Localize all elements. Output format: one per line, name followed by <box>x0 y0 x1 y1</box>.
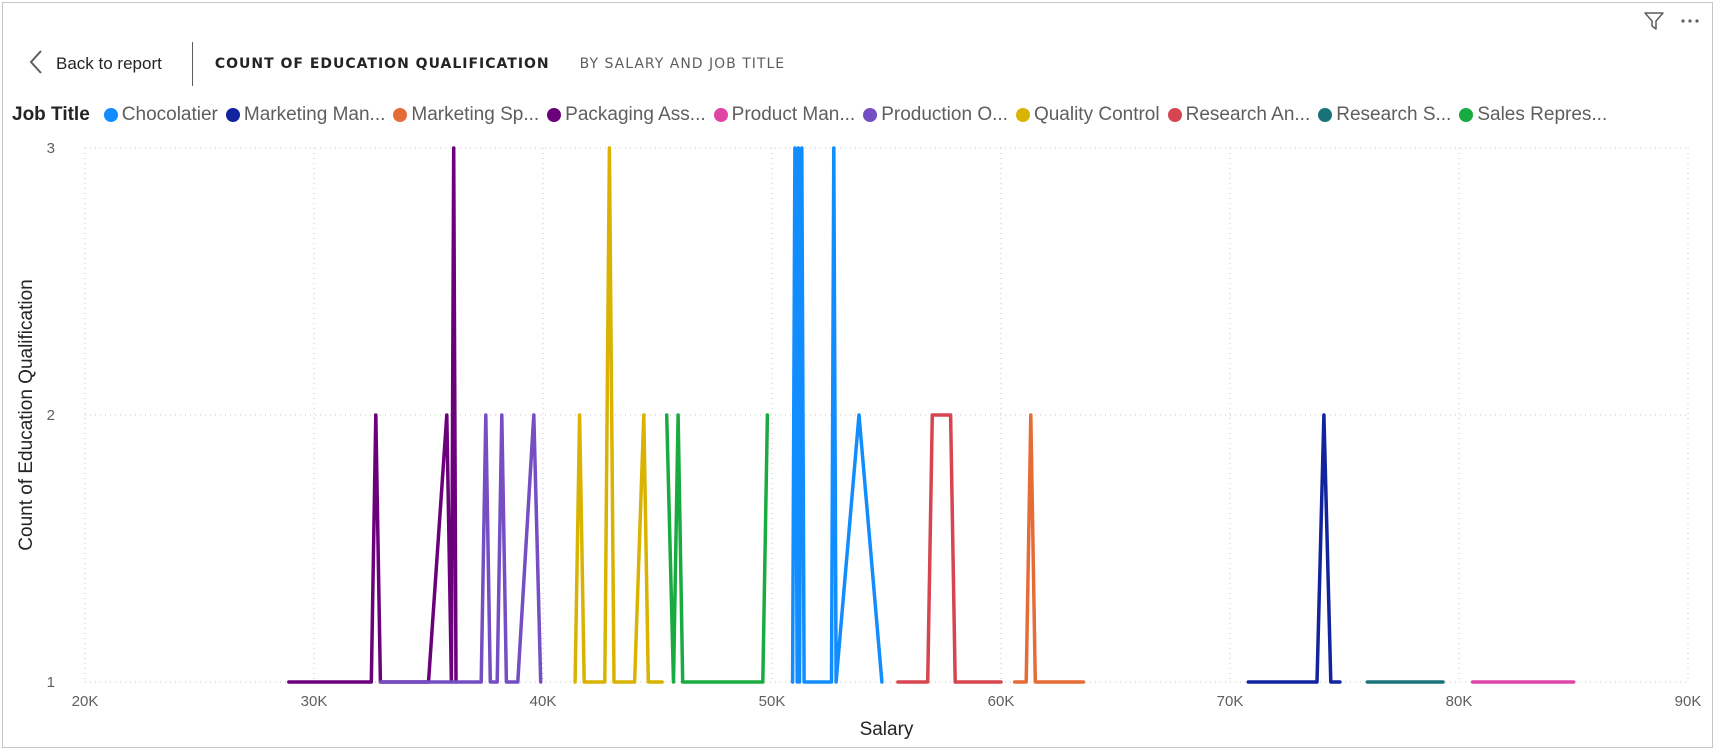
visual-header-icons <box>1641 8 1703 34</box>
legend-item[interactable]: Quality Control <box>1015 104 1160 126</box>
x-axis-title: Salary <box>860 719 914 740</box>
series-line-6 <box>573 146 664 684</box>
legend-item[interactable]: Chocolatier <box>103 104 218 126</box>
focus-mode-header: Back to report COUNT OF EDUCATION QUALIF… <box>28 42 785 86</box>
legend-item[interactable]: Research S... <box>1318 104 1451 126</box>
x-tick-label: 30K <box>301 693 328 710</box>
chart-title: COUNT OF EDUCATION QUALIFICATION <box>214 56 550 72</box>
series-line-5 <box>378 413 543 684</box>
legend-label: Packaging Ass... <box>565 104 706 125</box>
legend-marker <box>713 108 728 122</box>
more-options-icon[interactable] <box>1677 8 1703 34</box>
chart-legend: Job Title Chocolatier Marketing Man... Mar… <box>12 104 1615 126</box>
chevron-left-icon <box>28 49 44 79</box>
y-tick-label: 1 <box>47 674 55 691</box>
series-line-0 <box>790 146 884 684</box>
y-tick-label: 2 <box>47 407 55 424</box>
legend-item[interactable]: Research An... <box>1167 104 1311 126</box>
legend-label: Research An... <box>1185 104 1311 125</box>
series-line-9 <box>664 413 770 684</box>
legend-label: Product Man... <box>731 104 856 125</box>
legend-marker <box>1318 108 1333 122</box>
back-to-report-button[interactable]: Back to report <box>28 49 162 79</box>
legend-item[interactable]: Packaging Ass... <box>547 104 706 126</box>
legend-marker <box>225 108 240 122</box>
header-divider <box>191 42 193 86</box>
legend-label: Quality Control <box>1033 104 1160 125</box>
legend-marker <box>103 108 118 122</box>
y-axis-title: Count of Education Qualification <box>16 279 37 550</box>
x-tick-label: 40K <box>530 693 557 710</box>
legend-label: Marketing Man... <box>243 104 386 125</box>
legend-item[interactable]: Production O... <box>863 104 1008 126</box>
legend-item[interactable]: Marketing Sp... <box>393 104 539 126</box>
legend-item[interactable]: Marketing Man... <box>225 104 386 126</box>
legend-marker <box>393 108 408 122</box>
legend-title: Job Title <box>12 104 90 125</box>
chart-subtitle: BY SALARY AND JOB TITLE <box>579 56 786 72</box>
legend-item[interactable]: Product Man... <box>713 104 856 126</box>
x-tick-label: 70K <box>1217 693 1244 710</box>
x-tick-label: 90K <box>1675 693 1702 710</box>
filter-icon[interactable] <box>1641 8 1667 34</box>
legend-marker <box>1459 108 1474 122</box>
series-line-1 <box>1246 413 1342 684</box>
series-line-7 <box>896 413 1003 684</box>
legend-marker <box>863 108 878 122</box>
back-to-report-label: Back to report <box>56 54 162 73</box>
legend-label: Marketing Sp... <box>411 104 540 125</box>
series-line-2 <box>1012 413 1086 684</box>
legend-marker <box>1167 108 1182 122</box>
legend-item[interactable]: Sales Repres... <box>1459 104 1607 126</box>
x-tick-label: 60K <box>988 693 1015 710</box>
legend-marker <box>1015 108 1030 122</box>
legend-label: Production O... <box>881 104 1008 125</box>
legend-label: Research S... <box>1336 104 1452 125</box>
x-tick-label: 50K <box>759 693 786 710</box>
x-tick-label: 80K <box>1446 693 1473 710</box>
legend-marker <box>547 108 562 122</box>
legend-label: Sales Repres... <box>1477 104 1608 125</box>
x-tick-label: 20K <box>72 693 99 710</box>
y-tick-label: 3 <box>47 140 55 157</box>
legend-label: Chocolatier <box>121 104 218 125</box>
